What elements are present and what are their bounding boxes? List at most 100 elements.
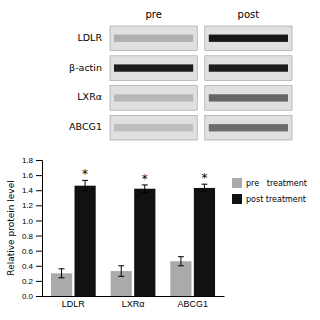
band: [209, 94, 288, 101]
lane-box: [205, 116, 292, 140]
bar: [194, 188, 215, 296]
lane-box: [110, 56, 197, 80]
x-tick: LXRα: [122, 296, 145, 309]
y-tick-mark: [36, 160, 42, 161]
error-bar-stem: [180, 257, 181, 266]
x-axis-line: [43, 296, 225, 297]
error-bar: [201, 184, 207, 192]
legend-label: post treatment: [246, 195, 306, 204]
y-tick-mark: [36, 251, 42, 252]
lane-box: [205, 26, 292, 50]
legend-item: post treatment: [232, 194, 306, 204]
error-bar: [142, 185, 148, 193]
error-bar: [59, 269, 65, 278]
bar: [170, 261, 191, 296]
lane-box: [110, 116, 197, 140]
column-header: pre: [145, 9, 161, 20]
row-label: LXRα: [77, 91, 102, 102]
legend-swatch: [232, 194, 242, 204]
x-tick: LDLR: [62, 296, 86, 309]
annotation: *: [142, 172, 148, 186]
blot-panel: pre post LDLR β-actin LXRα ABCG1: [69, 9, 292, 140]
column-header: post: [238, 9, 260, 20]
y-tick-mark: [36, 281, 42, 282]
y-tick-mark: [36, 266, 42, 267]
figure: prepostLDLRβ-actinLXRαABCG10.00.20.40.60…: [0, 0, 320, 320]
x-tick-label: LXRα: [122, 299, 145, 309]
lane-box: [110, 26, 197, 50]
error-bar-cap: [59, 277, 65, 278]
y-tick: 1.6: [22, 171, 42, 180]
x-tick: ABCG1: [177, 296, 208, 309]
error-bar-stem: [61, 269, 62, 278]
y-tick: 0.2: [22, 277, 42, 286]
row-label: LDLR: [77, 32, 102, 43]
error-bar-stem: [121, 266, 122, 277]
y-tick-label: 0.6: [22, 247, 34, 256]
lane-box: [110, 86, 197, 110]
legend: pre treatment post treatment: [232, 178, 307, 204]
annotation: *: [82, 167, 88, 181]
x-tick-label: ABCG1: [177, 299, 208, 309]
annotations: * * *: [82, 167, 207, 186]
legend-item: pre treatment: [232, 178, 307, 188]
y-tick-label: 0.4: [22, 262, 34, 271]
y-tick-mark: [36, 190, 42, 191]
y-tick: 0.0: [22, 292, 42, 301]
y-tick: 1.8: [22, 156, 42, 165]
band: [114, 94, 193, 101]
y-tick: 1.4: [22, 186, 42, 195]
y-axis-line: [36, 161, 43, 297]
y-tick-mark: [36, 296, 42, 297]
y-tick-label: 0.2: [22, 277, 34, 286]
y-tick-mark: [36, 220, 42, 221]
error-bar-cap: [118, 276, 124, 277]
error-bar-cap: [118, 265, 124, 266]
error-bar: [118, 266, 124, 277]
band: [209, 124, 288, 131]
error-bar-stem: [204, 184, 205, 192]
error-bar: [178, 257, 184, 266]
y-tick: 0.6: [22, 247, 42, 256]
band: [209, 35, 288, 42]
y-tick: 0.4: [22, 262, 42, 271]
y-tick: 0.8: [22, 232, 42, 241]
x-axis: LDLR LXRα ABCG1: [43, 296, 225, 309]
error-bar-cap: [142, 192, 148, 193]
y-tick: 1.2: [22, 201, 42, 210]
error-bar: [82, 180, 88, 191]
x-tick-label: LDLR: [62, 299, 86, 309]
annotation: *: [201, 171, 207, 185]
row-label: β-actin: [69, 62, 102, 73]
y-tick-mark: [36, 205, 42, 206]
band: [114, 124, 193, 131]
lane-box: [205, 56, 292, 80]
bar-panel: 0.0 0.2 0.4 0.6 0.8 1.0 1.2 1.4 1.6 1.8 LDLR LXRα AB…: [6, 156, 307, 309]
y-axis-title: Relative protein level: [6, 180, 16, 275]
y-tick-label: 0.8: [22, 232, 34, 241]
error-bar-cap: [82, 190, 88, 191]
y-tick: 1.0: [22, 217, 42, 226]
legend-swatch: [232, 178, 242, 188]
y-tick-label: 1.2: [22, 201, 34, 210]
y-tick-label: 1.6: [22, 171, 34, 180]
band: [114, 35, 193, 42]
bar: [75, 186, 96, 296]
error-bar-cap: [178, 256, 184, 257]
band: [209, 64, 288, 71]
legend-label: pre treatment: [246, 179, 307, 188]
y-tick-mark: [36, 236, 42, 237]
error-bar-stem: [144, 185, 145, 193]
error-bar-cap: [59, 268, 65, 269]
error-bar-cap: [178, 265, 184, 266]
y-tick-mark: [36, 175, 42, 176]
lane-box: [205, 86, 292, 110]
band: [114, 64, 193, 71]
error-bar-stem: [85, 180, 86, 191]
error-bar-cap: [201, 191, 207, 192]
row-label: ABCG1: [69, 121, 102, 132]
y-tick-label: 1.0: [22, 217, 34, 226]
bar: [134, 189, 155, 296]
y-tick-label: 1.8: [22, 156, 34, 165]
marks: [51, 180, 215, 296]
